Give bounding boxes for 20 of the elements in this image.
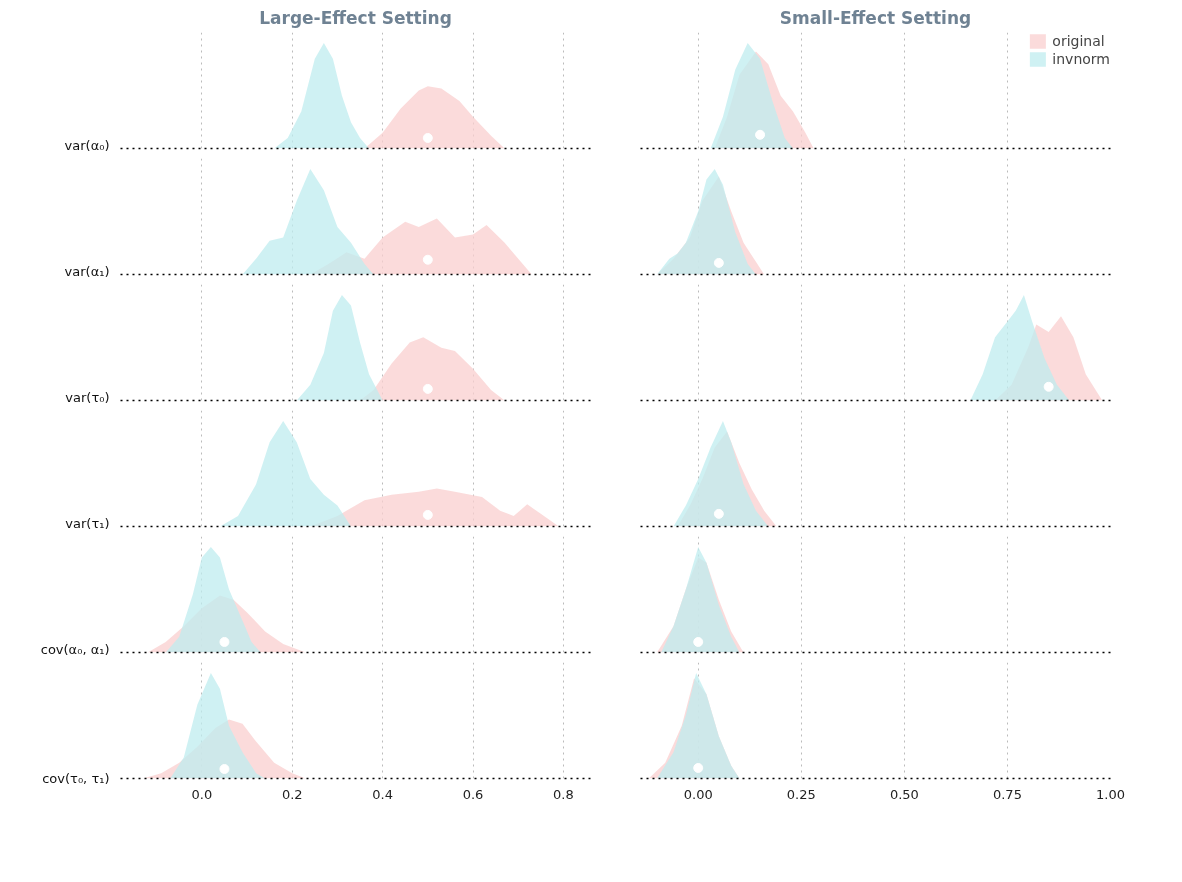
legend-label: original (1052, 32, 1105, 50)
y-axis-title: cov(τ₀, τ₁) (42, 771, 110, 786)
legend-label: invnorm (1052, 50, 1110, 68)
y-axis-title: var(α₀) (64, 138, 110, 153)
x-tick-label: 0.00 (683, 786, 713, 802)
y-axis-title: var(τ₀) (65, 390, 110, 405)
y-axis-title: var(α₁) (64, 264, 110, 279)
x-tick-label: 0.75 (992, 786, 1022, 802)
x-tick-label: 0.50 (889, 786, 919, 802)
x-tick-label: 0.25 (786, 786, 816, 802)
x-tick-label: 0.2 (281, 786, 303, 802)
x-tick-label: 0.0 (191, 786, 213, 802)
x-tick-label: 0.8 (553, 786, 574, 802)
y-axis-title: cov(α₀, α₁) (40, 642, 110, 657)
x-tick-label: 0.4 (372, 786, 393, 802)
y-axis-title: var(τ₁) (65, 516, 110, 531)
x-tick-label: 0.6 (462, 786, 484, 802)
chart-title: Large-Effect Setting (259, 7, 452, 28)
x-tick-label: 1.00 (1096, 786, 1125, 802)
chart-title: Small-Effect Setting (779, 7, 972, 28)
